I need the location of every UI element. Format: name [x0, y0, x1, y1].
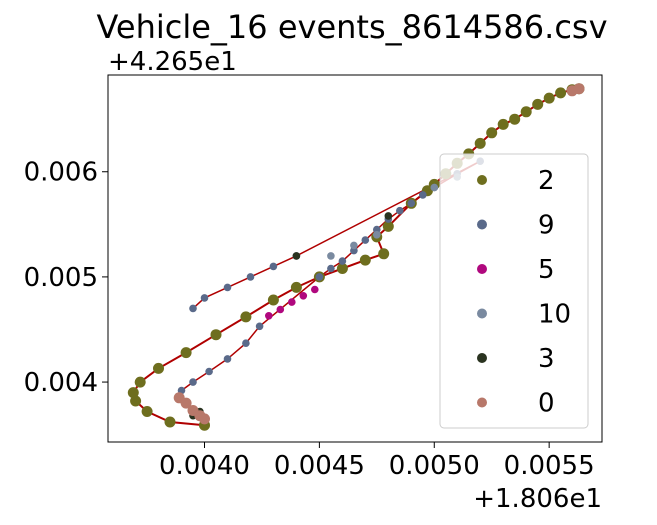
- chart-title: Vehicle_16 events_8614586.csv: [96, 8, 607, 46]
- data-point-series-10: [430, 183, 439, 192]
- legend-label-9: 9: [538, 211, 555, 241]
- legend: 2 9 5 10 3 0: [439, 153, 589, 429]
- data-point-series-0: [199, 413, 210, 425]
- data-point-series-5: [311, 285, 319, 294]
- data-point-series-9: [200, 294, 209, 302]
- data-point-series-3: [292, 252, 301, 260]
- legend-label-10: 10: [538, 300, 571, 330]
- data-point-series-2: [164, 416, 176, 428]
- data-point-series-9: [407, 199, 416, 208]
- data-point-series-2: [555, 87, 567, 99]
- legend-label-0: 0: [538, 389, 555, 419]
- data-point-series-5: [265, 312, 273, 320]
- data-point-series-2: [180, 347, 192, 359]
- data-point-series-2: [486, 127, 498, 139]
- data-point-series-9: [338, 257, 347, 265]
- data-point-series-9: [223, 355, 232, 363]
- legend-marker-2: [477, 175, 487, 185]
- data-point-series-9: [223, 283, 232, 292]
- x-tick-label: 0.0040: [159, 451, 250, 481]
- x-tick-label: 0.0050: [389, 451, 480, 481]
- data-point-series-9: [205, 367, 213, 376]
- data-point-series-5: [299, 292, 308, 300]
- legend-marker-9: [477, 219, 487, 230]
- data-point-series-9: [189, 378, 197, 386]
- trajectory-path-outbound: [132, 87, 580, 427]
- data-point-series-2: [520, 106, 532, 118]
- y-axis: 0.004 0.005 0.006: [24, 158, 108, 398]
- legend-marker-3: [477, 353, 487, 363]
- data-point-series-9: [246, 273, 255, 281]
- data-point-series-9: [350, 246, 358, 255]
- legend-marker-5: [477, 264, 487, 274]
- data-point-series-9: [315, 273, 324, 281]
- data-point-series-9: [419, 191, 427, 199]
- data-point-series-2: [359, 254, 371, 266]
- data-point-series-9: [361, 236, 370, 244]
- data-point-series-5: [288, 298, 296, 306]
- data-point-series-2: [543, 92, 555, 104]
- data-point-series-9: [269, 262, 278, 271]
- data-point-series-2: [240, 311, 252, 323]
- data-points: [127, 83, 585, 431]
- data-point-series-10: [350, 241, 358, 250]
- x-axis: 0.0040 0.0045 0.0050 0.0055: [159, 442, 595, 481]
- data-point-series-5: [276, 305, 285, 314]
- data-point-series-9: [255, 322, 264, 331]
- data-point-series-2: [134, 376, 146, 388]
- x-tick-label: 0.0045: [274, 451, 365, 481]
- y-tick-label: 0.006: [24, 158, 98, 188]
- data-point-series-2: [509, 113, 521, 125]
- data-point-series-2: [532, 98, 544, 110]
- legend-marker-10: [477, 308, 487, 319]
- data-point-series-9: [373, 225, 381, 234]
- data-point-series-0: [566, 85, 578, 97]
- x-offset-label: +1.806e1: [473, 484, 602, 514]
- data-point-series-10: [327, 252, 335, 260]
- data-point-series-2: [382, 220, 394, 232]
- data-point-series-2: [153, 362, 164, 374]
- legend-label-3: 3: [538, 344, 555, 374]
- data-point-series-2: [127, 387, 139, 399]
- data-point-series-3: [384, 212, 393, 220]
- legend-label-5: 5: [538, 255, 555, 285]
- x-tick-label: 0.0055: [504, 451, 595, 481]
- data-point-series-2: [267, 294, 279, 306]
- data-point-series-2: [210, 329, 222, 341]
- data-point-series-2: [474, 137, 486, 149]
- y-offset-label: +4.265e1: [108, 47, 237, 77]
- legend-box: [439, 153, 589, 429]
- data-point-series-2: [290, 281, 302, 293]
- legend-label-2: 2: [538, 166, 555, 196]
- data-point-series-2: [130, 395, 142, 407]
- data-point-series-9: [242, 339, 250, 348]
- data-point-series-2: [336, 263, 348, 274]
- y-tick-label: 0.005: [24, 263, 98, 293]
- data-point-series-10: [373, 231, 381, 239]
- data-point-series-9: [189, 304, 197, 313]
- data-point-series-2: [141, 406, 153, 417]
- data-point-series-2: [378, 248, 390, 260]
- y-tick-label: 0.004: [24, 368, 98, 398]
- data-point-series-0: [180, 397, 192, 409]
- legend-marker-0: [477, 397, 487, 408]
- data-point-series-9: [396, 206, 404, 215]
- data-point-series-9: [327, 264, 335, 273]
- data-point-series-2: [497, 118, 509, 130]
